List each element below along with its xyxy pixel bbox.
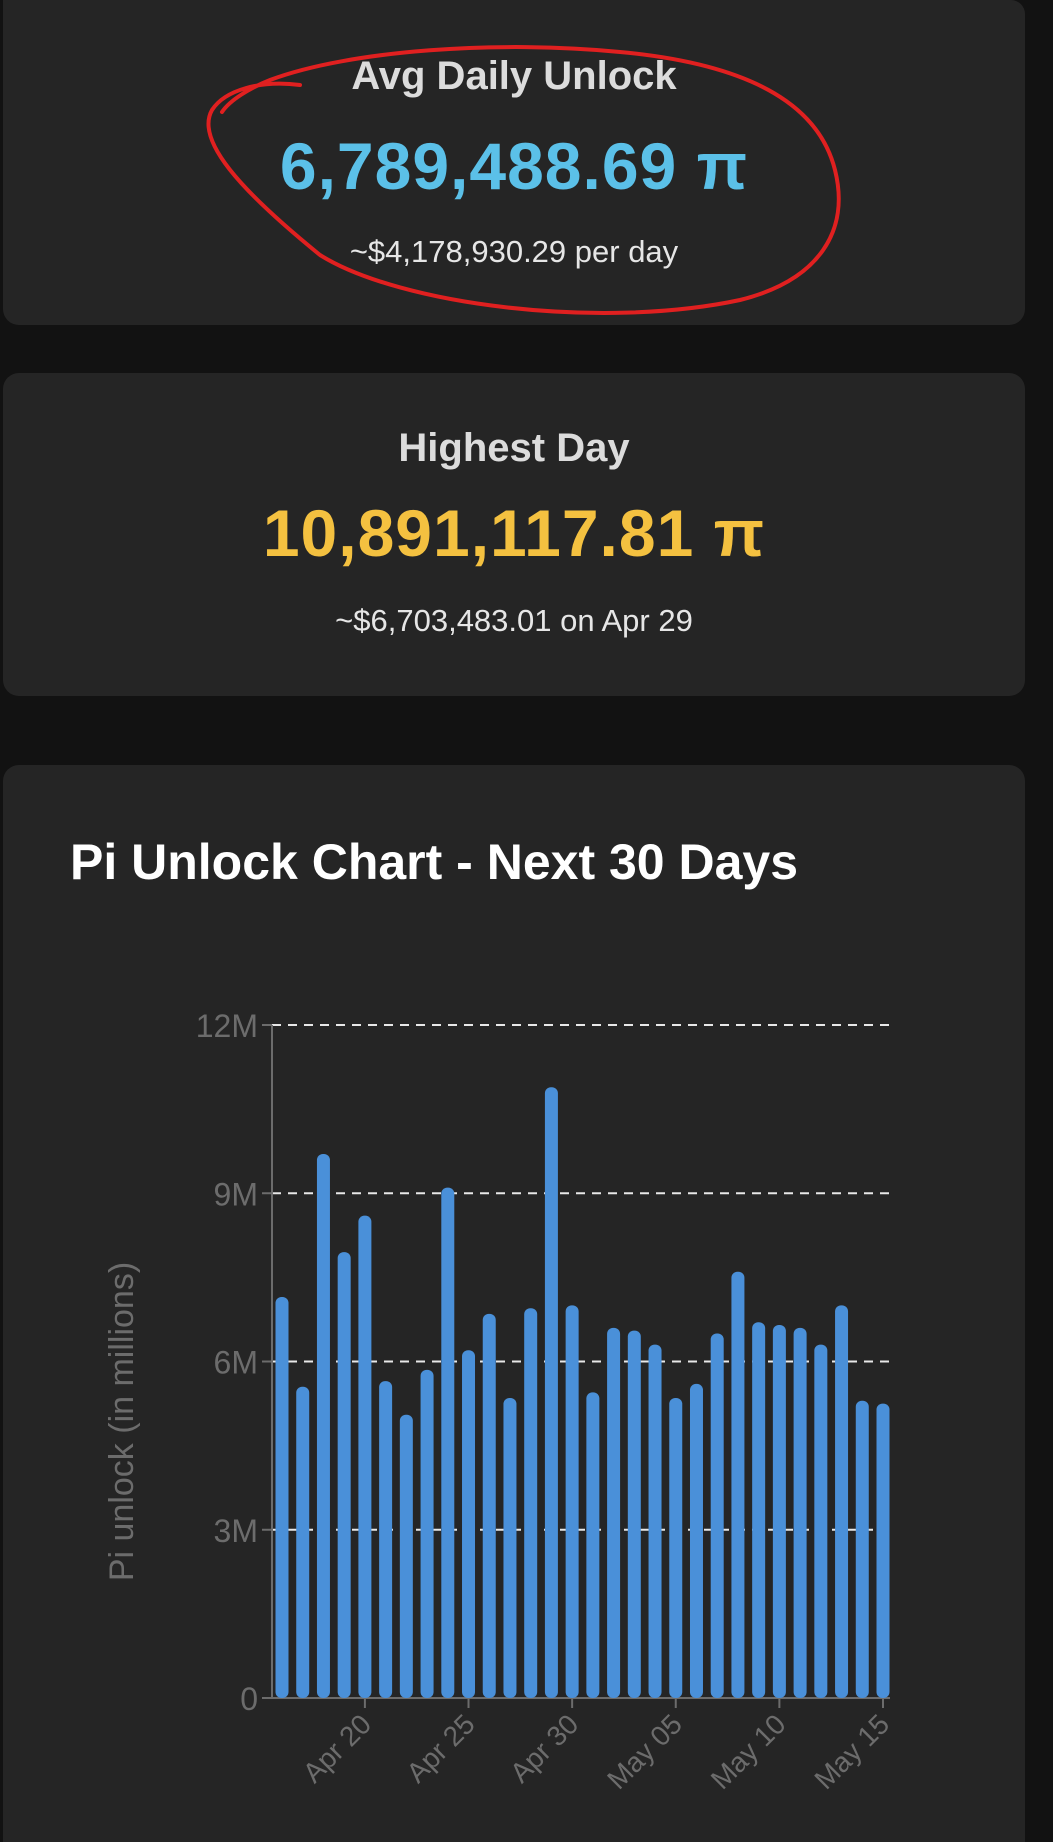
x-tick-label: May 15 <box>808 1708 895 1795</box>
chart-bar <box>586 1392 600 1698</box>
y-tick-label: 9M <box>214 1176 258 1212</box>
chart-bar <box>752 1322 766 1698</box>
x-tick-label: Apr 25 <box>401 1708 481 1788</box>
chart-bar <box>524 1308 538 1698</box>
chart-bar <box>275 1297 289 1698</box>
chart-bar <box>420 1369 434 1698</box>
y-tick-label: 6M <box>214 1345 258 1381</box>
y-tick-label: 12M <box>196 1008 258 1044</box>
x-tick-label: Apr 30 <box>504 1708 584 1788</box>
chart-bar <box>296 1386 310 1698</box>
chart-bar <box>316 1153 330 1698</box>
highest-day-value: 10,891,117.81 π <box>262 496 766 570</box>
chart-bar <box>648 1344 662 1698</box>
highest-day-label: Highest Day <box>398 426 630 470</box>
x-tick-label: May 10 <box>705 1708 792 1795</box>
chart-bar <box>399 1414 413 1698</box>
chart-bar <box>669 1397 683 1698</box>
y-tick-label: 0 <box>240 1681 258 1717</box>
chart-bar <box>710 1333 724 1698</box>
chart-bar <box>544 1087 558 1698</box>
chart-bar <box>337 1252 351 1698</box>
chart-bar <box>441 1187 455 1698</box>
chart-bar <box>772 1325 786 1698</box>
chart-bar <box>876 1403 890 1698</box>
chart-bar <box>835 1305 849 1698</box>
highest-day-card: Highest Day 10,891,117.81 π ~$6,703,483.… <box>3 373 1025 696</box>
chart-bar <box>793 1327 807 1698</box>
highest-day-usd: ~$6,703,483.01 on Apr 29 <box>335 603 693 638</box>
chart-bar <box>565 1305 579 1698</box>
y-tick-label: 3M <box>214 1513 258 1549</box>
chart-bar <box>814 1344 828 1698</box>
chart-title: Pi Unlock Chart - Next 30 Days <box>70 834 799 890</box>
chart-bar <box>689 1383 703 1698</box>
x-tick-label: May 05 <box>601 1708 688 1795</box>
chart-bar <box>358 1215 372 1698</box>
chart-bar <box>855 1400 869 1698</box>
chart-bar <box>503 1397 517 1698</box>
chart-bar <box>482 1313 496 1698</box>
chart-bar <box>731 1271 745 1698</box>
chart-bar <box>379 1381 393 1698</box>
chart-bar <box>627 1330 641 1698</box>
y-axis-label: Pi unlock (in millions) <box>103 1262 141 1581</box>
x-tick-label: Apr 20 <box>297 1708 377 1788</box>
chart-bar <box>607 1327 621 1698</box>
chart-bar <box>462 1350 476 1698</box>
